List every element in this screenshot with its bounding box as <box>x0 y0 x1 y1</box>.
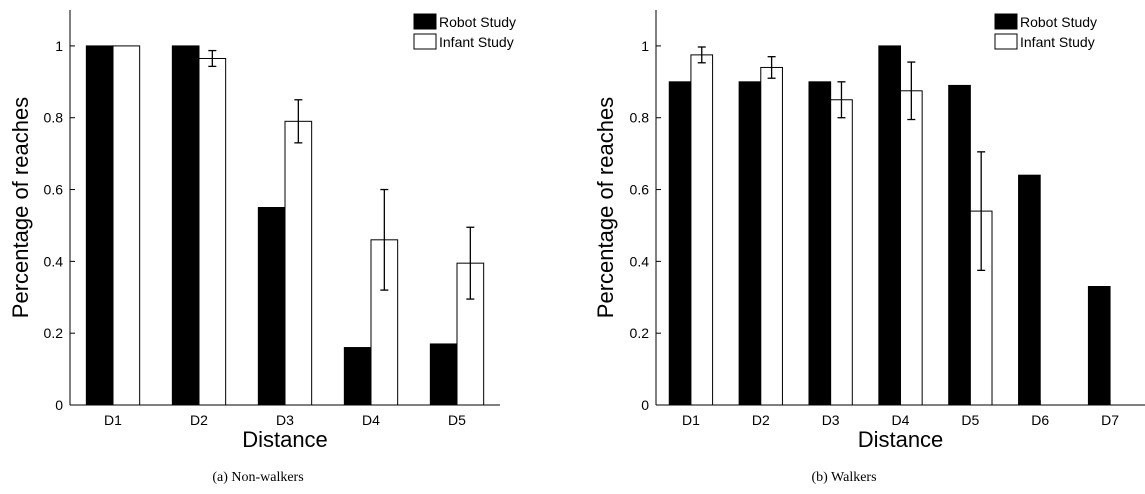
chart-panel-2: 0 0.2 0.4 0.6 0.8 1 D1 D2 D3 D4 D5 D6 D7 Distance Perc… <box>593 10 1145 485</box>
legend-label-2: Infant Study <box>1020 34 1095 50</box>
robot-bar-d7 <box>1087 286 1111 406</box>
legend: Robot Study Infant Study <box>994 13 1097 50</box>
x-tick-label: D6 <box>1031 412 1049 428</box>
figure-caption: (b) Walkers <box>811 470 876 485</box>
y-tick-label: 0 <box>55 397 63 413</box>
y-tick-label: 0.2 <box>630 325 650 341</box>
legend-label-2: Infant Study <box>439 34 514 50</box>
y-tick-label: 1 <box>641 38 649 54</box>
x-tick-label: D1 <box>682 412 700 428</box>
legend: Robot Study Infant Study <box>413 13 516 50</box>
y-tick-label: 0 <box>641 397 649 413</box>
x-axis-title: Distance <box>858 427 944 452</box>
robot-bar-d2 <box>738 81 762 406</box>
y-tick-label: 0.8 <box>630 110 650 126</box>
x-tick-label: D5 <box>448 412 466 428</box>
chart-panel-1: 0 0.2 0.4 0.6 0.8 1 D1 D2 D3 D4 D5 Distance Percenta… <box>8 10 516 485</box>
legend-swatch-2 <box>413 33 437 50</box>
x-tick-label: D3 <box>822 412 840 428</box>
robot-bar-d4 <box>343 347 372 406</box>
x-tick-label: D4 <box>362 412 380 428</box>
legend-swatch-1 <box>994 13 1018 30</box>
x-tick-label: D4 <box>892 412 910 428</box>
y-tick-label: 0.6 <box>44 182 64 198</box>
x-tick-label: D2 <box>752 412 770 428</box>
infant-bar-d4 <box>900 90 923 406</box>
x-tick-label: D7 <box>1101 412 1119 428</box>
legend-label-1: Robot Study <box>1020 14 1097 30</box>
robot-bar-d2 <box>171 45 200 406</box>
infant-bar-d3 <box>284 120 313 406</box>
robot-bar-d1 <box>85 45 114 406</box>
y-tick-label: 0.4 <box>630 253 650 269</box>
robot-bar-d3 <box>257 207 286 406</box>
y-axis-title: Percentage of reaches <box>8 97 33 318</box>
robot-bar-d3 <box>808 81 832 406</box>
x-tick-label: D3 <box>276 412 294 428</box>
robot-bar-d1 <box>668 81 692 406</box>
x-tick-label: D1 <box>104 412 122 428</box>
y-tick-label: 0.4 <box>44 253 64 269</box>
x-tick-label: D5 <box>961 412 979 428</box>
infant-bar-d2 <box>198 57 227 406</box>
robot-bar-d5 <box>948 84 971 406</box>
y-tick-label: 1 <box>55 38 63 54</box>
x-axis-title: Distance <box>242 427 328 452</box>
infant-bar-d1 <box>112 45 141 406</box>
x-tick-label: D2 <box>190 412 208 428</box>
figure-caption: (a) Non-walkers <box>212 470 303 485</box>
infant-bar-d2 <box>760 66 783 406</box>
legend-swatch-2 <box>994 33 1018 50</box>
infant-bar-d3 <box>830 99 853 406</box>
robot-bar-d4 <box>878 45 902 406</box>
robot-bar-d6 <box>1018 174 1041 406</box>
y-tick-label: 0.8 <box>44 110 64 126</box>
legend-label-1: Robot Study <box>439 14 516 30</box>
robot-bar-d5 <box>429 343 458 406</box>
legend-swatch-1 <box>413 13 437 30</box>
y-axis-title: Percentage of reaches <box>593 97 618 318</box>
infant-bar-d1 <box>690 54 714 406</box>
y-tick-label: 0.2 <box>44 325 64 341</box>
y-tick-label: 0.6 <box>630 182 650 198</box>
